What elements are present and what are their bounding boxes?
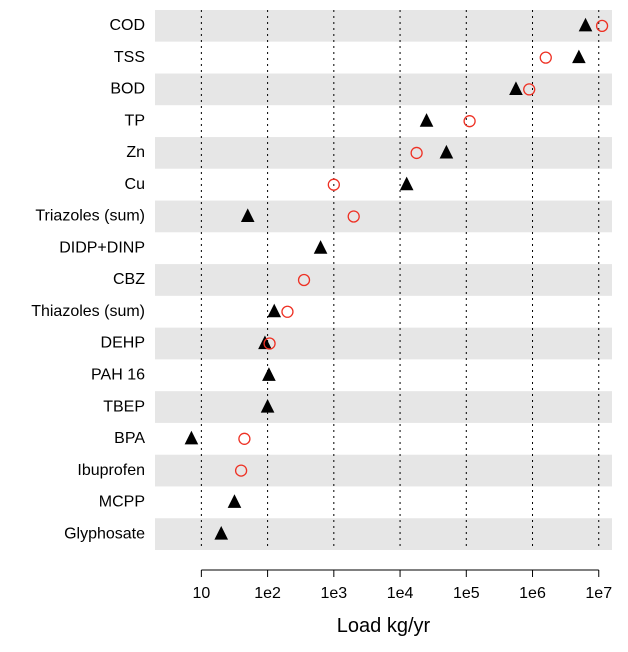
category-label: Thiazoles (sum) [31,303,145,320]
category-label: PAH 16 [91,367,145,384]
chart-container: COD TSS BOD TP Zn Cu Triazoles (sum) DIDP+DINP C… [0,0,628,652]
row-stripe [155,264,612,296]
row-stripe [155,42,612,74]
category-label: MCPP [99,494,145,511]
category-label: Triazoles (sum) [35,208,145,225]
category-label: DEHP [101,335,145,352]
x-tick-label: 1e4 [387,585,414,602]
category-label: BPA [114,430,145,447]
category-label: DIDP+DINP [59,239,145,256]
x-tick-label: 10 [192,585,210,602]
row-stripe [155,423,612,455]
row-stripe [155,10,612,42]
category-label: BOD [110,81,145,98]
row-stripe [155,391,612,423]
row-stripe [155,232,612,264]
x-axis-label: Load kg/yr [337,615,431,637]
category-label: TBEP [103,398,145,415]
row-stripe [155,486,612,518]
row-stripe [155,201,612,233]
category-label: Glyphosate [64,525,145,542]
row-stripe [155,105,612,137]
row-stripe [155,74,612,106]
x-tick-label: 1e5 [453,585,480,602]
category-label: TP [125,112,145,129]
category-label: CBZ [113,271,145,288]
category-label: Zn [126,144,145,161]
row-stripe [155,455,612,487]
category-label: Ibuprofen [77,462,145,479]
category-label: COD [109,17,145,34]
x-tick-label: 1e3 [320,585,347,602]
row-stripe [155,328,612,360]
category-label: Cu [125,176,145,193]
row-stripe [155,137,612,169]
x-tick-label: 1e2 [254,585,281,602]
chart-svg: COD TSS BOD TP Zn Cu Triazoles (sum) DIDP+DINP C… [0,0,628,652]
x-tick-label: 1e6 [519,585,546,602]
category-label: TSS [114,49,145,66]
row-stripe [155,359,612,391]
row-stripe [155,296,612,328]
row-stripe [155,169,612,201]
x-tick-label: 1e7 [585,585,612,602]
